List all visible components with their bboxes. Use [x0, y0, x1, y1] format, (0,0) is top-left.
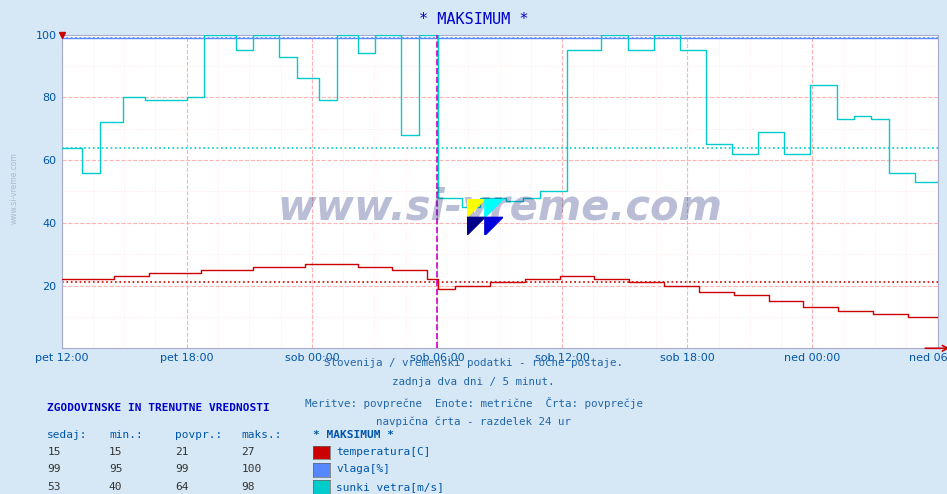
Text: 40: 40: [109, 482, 122, 492]
Text: 100: 100: [241, 464, 261, 474]
Text: * MAKSIMUM *: * MAKSIMUM *: [419, 12, 528, 27]
Text: Meritve: povprečne  Enote: metrične  Črta: povprečje: Meritve: povprečne Enote: metrične Črta:…: [305, 397, 642, 409]
Polygon shape: [485, 217, 503, 235]
Text: povpr.:: povpr.:: [175, 430, 223, 440]
Text: maks.:: maks.:: [241, 430, 282, 440]
Text: www.si-vreme.com: www.si-vreme.com: [277, 186, 722, 228]
Polygon shape: [467, 217, 485, 235]
Text: sedaj:: sedaj:: [47, 430, 88, 440]
Text: min.:: min.:: [109, 430, 143, 440]
Text: 15: 15: [109, 447, 122, 457]
Text: * MAKSIMUM *: * MAKSIMUM *: [313, 430, 394, 440]
Text: 21: 21: [175, 447, 188, 457]
Text: navpična črta - razdelek 24 ur: navpična črta - razdelek 24 ur: [376, 416, 571, 427]
Text: 95: 95: [109, 464, 122, 474]
Text: sunki vetra[m/s]: sunki vetra[m/s]: [336, 482, 444, 492]
Text: zadnja dva dni / 5 minut.: zadnja dva dni / 5 minut.: [392, 377, 555, 387]
Text: 53: 53: [47, 482, 61, 492]
Text: Slovenija / vremenski podatki - ročne postaje.: Slovenija / vremenski podatki - ročne po…: [324, 357, 623, 368]
Text: 15: 15: [47, 447, 61, 457]
Text: temperatura[C]: temperatura[C]: [336, 447, 431, 457]
Text: ZGODOVINSKE IN TRENUTNE VREDNOSTI: ZGODOVINSKE IN TRENUTNE VREDNOSTI: [47, 403, 270, 412]
Polygon shape: [485, 200, 503, 217]
Text: www.si-vreme.com: www.si-vreme.com: [9, 152, 19, 224]
Text: 27: 27: [241, 447, 255, 457]
Polygon shape: [467, 200, 485, 217]
Text: vlaga[%]: vlaga[%]: [336, 464, 390, 474]
Text: 99: 99: [47, 464, 61, 474]
Text: 98: 98: [241, 482, 255, 492]
Text: 99: 99: [175, 464, 188, 474]
Text: 64: 64: [175, 482, 188, 492]
